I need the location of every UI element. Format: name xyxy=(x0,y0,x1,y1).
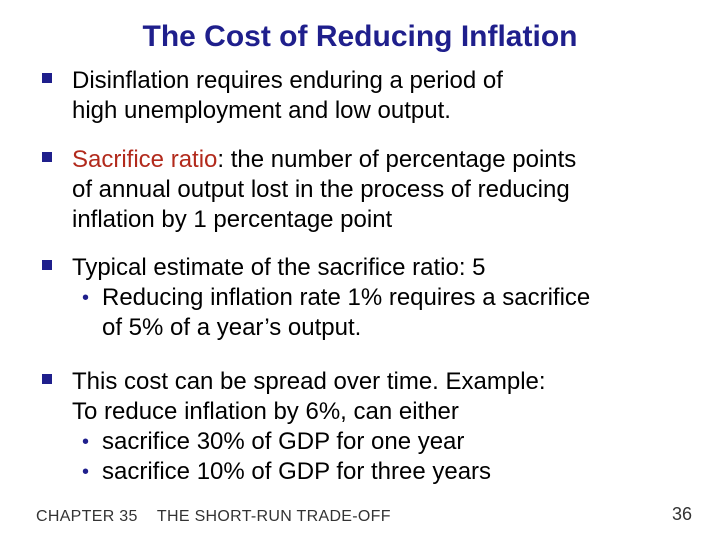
bullet-4-sub-2: • sacrifice 10% of GDP for three years xyxy=(42,457,702,487)
bullet-1: Disinflation requires enduring a period … xyxy=(42,66,702,126)
bullet-3-line-1: Typical estimate of the sacrifice ratio:… xyxy=(72,254,486,281)
bullet-2-line-1: Sacrifice ratio: the number of percentag… xyxy=(42,145,702,175)
bullet-4-sub-2-text: sacrifice 10% of GDP for three years xyxy=(102,458,492,485)
bullet-3: Typical estimate of the sacrifice ratio:… xyxy=(42,253,702,343)
bullet-1-line-2: high unemployment and low output. xyxy=(72,97,451,124)
bullet-2-line-3: inflation by 1 percentage point xyxy=(72,206,393,233)
bullet-3-sub-1-text: Reducing inflation rate 1% requires a sa… xyxy=(102,284,591,311)
bullet-2: Sacrifice ratio: the number of percentag… xyxy=(42,145,702,235)
round-bullet-icon: • xyxy=(82,461,90,483)
square-bullet-icon xyxy=(42,374,52,384)
page-number: 36 xyxy=(671,504,692,524)
section-label: THE SHORT-RUN TRADE-OFF xyxy=(156,508,391,525)
bullet-3-sub-1: • Reducing inflation rate 1% requires a … xyxy=(42,283,702,313)
square-bullet-icon xyxy=(42,260,52,270)
bullet-4-sub-1: • sacrifice 30% of GDP for one year xyxy=(42,427,702,457)
slide-title: The Cost of Reducing Inflation xyxy=(142,20,578,53)
bullet-4-line-1: This cost can be spread over time. Examp… xyxy=(72,368,546,395)
bullet-2-line-2: of annual output lost in the process of … xyxy=(72,176,570,203)
square-bullet-icon xyxy=(42,73,52,83)
footer-chapter: CHAPTER 35 THE SHORT-RUN TRADE-OFF xyxy=(36,508,391,526)
square-bullet-icon xyxy=(42,152,52,162)
bullet-4: This cost can be spread over time. Examp… xyxy=(42,367,702,487)
bullet-3-sub-1-cont: of 5% of a year’s output. xyxy=(102,314,362,341)
bullet-1-line-1: Disinflation requires enduring a period … xyxy=(72,67,503,94)
round-bullet-icon: • xyxy=(82,431,90,453)
sacrifice-ratio-term: Sacrifice ratio xyxy=(72,146,218,173)
round-bullet-icon: • xyxy=(82,287,90,309)
bullet-2-definition-start: : the number of percentage points xyxy=(217,146,577,173)
bullet-4-line-2: To reduce inflation by 6%, can either xyxy=(72,398,459,425)
chapter-label: CHAPTER 35 xyxy=(36,508,138,525)
bullet-4-sub-1-text: sacrifice 30% of GDP for one year xyxy=(102,428,465,455)
